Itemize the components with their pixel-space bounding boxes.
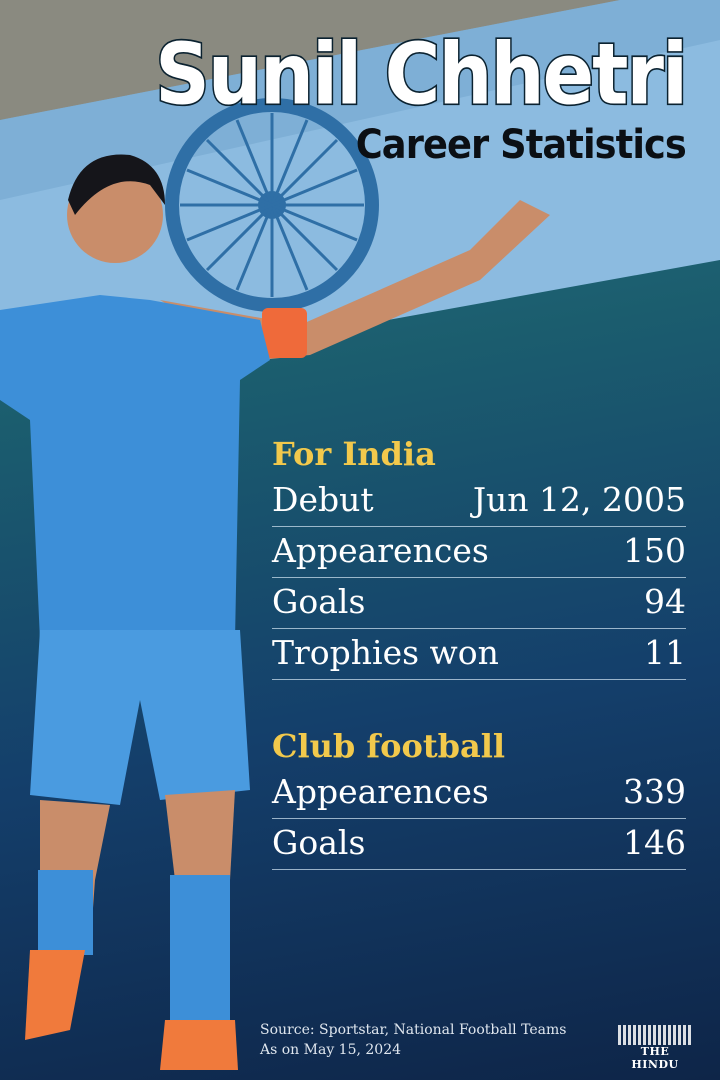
crest-icon [618, 1025, 692, 1045]
source-text: Source: Sportstar, National Football Tea… [260, 1022, 567, 1038]
stat-row: Goals 146 [272, 819, 686, 870]
stat-label: Appearences [272, 531, 489, 570]
stat-value: 339 [623, 772, 686, 811]
stat-label: Debut [272, 480, 374, 519]
stat-value: 150 [623, 531, 686, 570]
stat-row: Appearences 150 [272, 527, 686, 578]
stat-label: Goals [272, 823, 366, 862]
stat-value: 11 [644, 633, 686, 672]
section-heading-club-football: Club football [272, 727, 506, 765]
stat-label: Appearences [272, 772, 489, 811]
as-on-date: As on May 15, 2024 [260, 1042, 402, 1058]
stat-value: 146 [623, 823, 686, 862]
stats-table: For India Debut Jun 12, 2005 Appearences 1… [272, 432, 686, 870]
stat-value: 94 [644, 582, 686, 621]
page-subtitle: Career Statistics [355, 122, 687, 168]
section-heading-for-india: For India [272, 435, 436, 473]
stat-row: Appearences 339 [272, 768, 686, 819]
stat-label: Trophies won [272, 633, 499, 672]
stat-value: Jun 12, 2005 [472, 480, 686, 519]
stat-row: Debut Jun 12, 2005 [272, 476, 686, 527]
logo-text: THE HINDU [631, 1045, 679, 1071]
stat-row: Trophies won 11 [272, 629, 686, 680]
the-hindu-logo: THE HINDU [618, 1025, 692, 1071]
ashoka-chakra-icon [165, 98, 379, 312]
source-note: Source: Sportstar, National Football Tea… [260, 1020, 566, 1060]
player-figure [0, 154, 550, 1070]
page-title: Sunil Chhetri [154, 22, 690, 125]
stat-label: Goals [272, 582, 366, 621]
stat-row: Goals 94 [272, 578, 686, 629]
